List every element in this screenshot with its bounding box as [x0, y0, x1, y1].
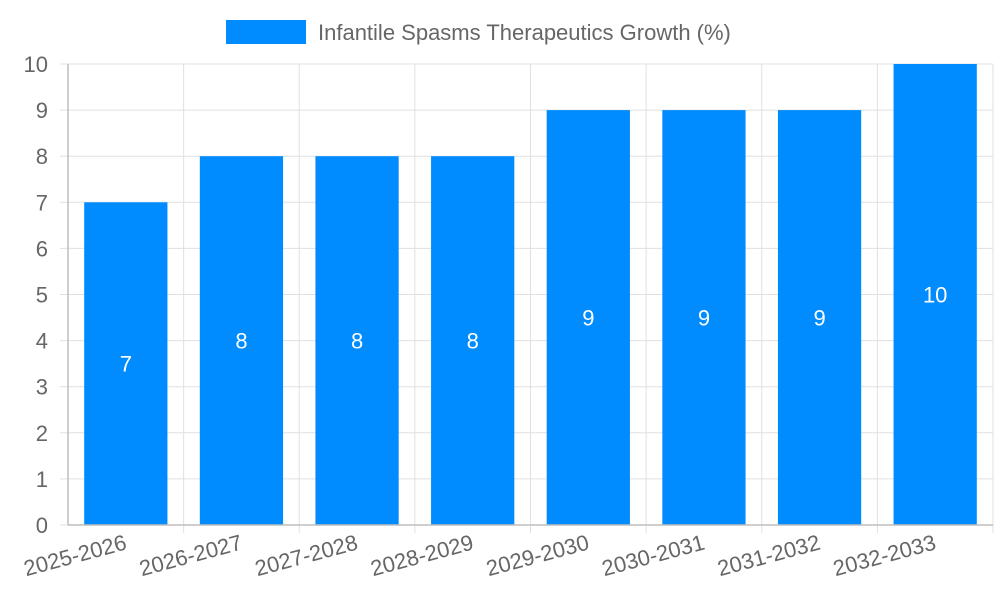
- data-label: 9: [698, 306, 710, 331]
- x-tick-label: 2029-2030: [484, 530, 592, 581]
- y-tick-label: 9: [36, 98, 48, 123]
- y-tick-label: 2: [36, 421, 48, 446]
- bar[interactable]: [84, 202, 168, 526]
- bars: [84, 64, 977, 526]
- y-tick-label: 5: [36, 283, 48, 308]
- x-tick-labels: 2025-2026 2026-2027 2027-2028 2028-2029 2029…: [21, 530, 938, 581]
- y-tick-label: 7: [36, 190, 48, 215]
- x-tick-label: 2028-2029: [368, 530, 476, 581]
- y-tick-label: 0: [36, 513, 48, 538]
- data-labels: 7 8 8 8 9 9 9 10: [120, 283, 948, 377]
- data-label: 10: [923, 283, 947, 308]
- axes: [67, 64, 993, 526]
- data-label: 9: [813, 306, 825, 331]
- bar[interactable]: [893, 64, 977, 525]
- x-tick-label: 2032-2033: [830, 530, 938, 581]
- bar[interactable]: [199, 156, 284, 525]
- y-tick-label: 8: [36, 144, 48, 169]
- y-tick-labels: 0 1 2 3 4 5 6 7 8 9 10: [24, 52, 48, 538]
- y-tick-label: 3: [36, 375, 48, 400]
- bar[interactable]: [315, 156, 399, 525]
- data-label: 9: [582, 306, 594, 331]
- bar[interactable]: [662, 110, 746, 525]
- data-label: 8: [235, 329, 247, 354]
- bar[interactable]: [546, 110, 630, 525]
- legend-label: Infantile Spasms Therapeutics Growth (%): [318, 20, 731, 45]
- y-tick-label: 10: [24, 52, 48, 77]
- bar[interactable]: [431, 156, 515, 525]
- y-tick-label: 4: [36, 329, 48, 354]
- data-label: 8: [467, 329, 479, 354]
- x-tick-label: 2030-2031: [599, 530, 707, 581]
- data-label: 8: [351, 329, 363, 354]
- data-label: 7: [120, 352, 132, 377]
- legend-swatch: [226, 20, 306, 44]
- x-tick-label: 2026-2027: [137, 530, 245, 581]
- x-tick-label: 2031-2032: [715, 530, 823, 581]
- y-tick-label: 1: [36, 467, 48, 492]
- legend[interactable]: Infantile Spasms Therapeutics Growth (%): [226, 20, 731, 45]
- x-tick-label: 2027-2028: [252, 530, 360, 581]
- bar[interactable]: [777, 110, 862, 525]
- y-tick-label: 6: [36, 236, 48, 261]
